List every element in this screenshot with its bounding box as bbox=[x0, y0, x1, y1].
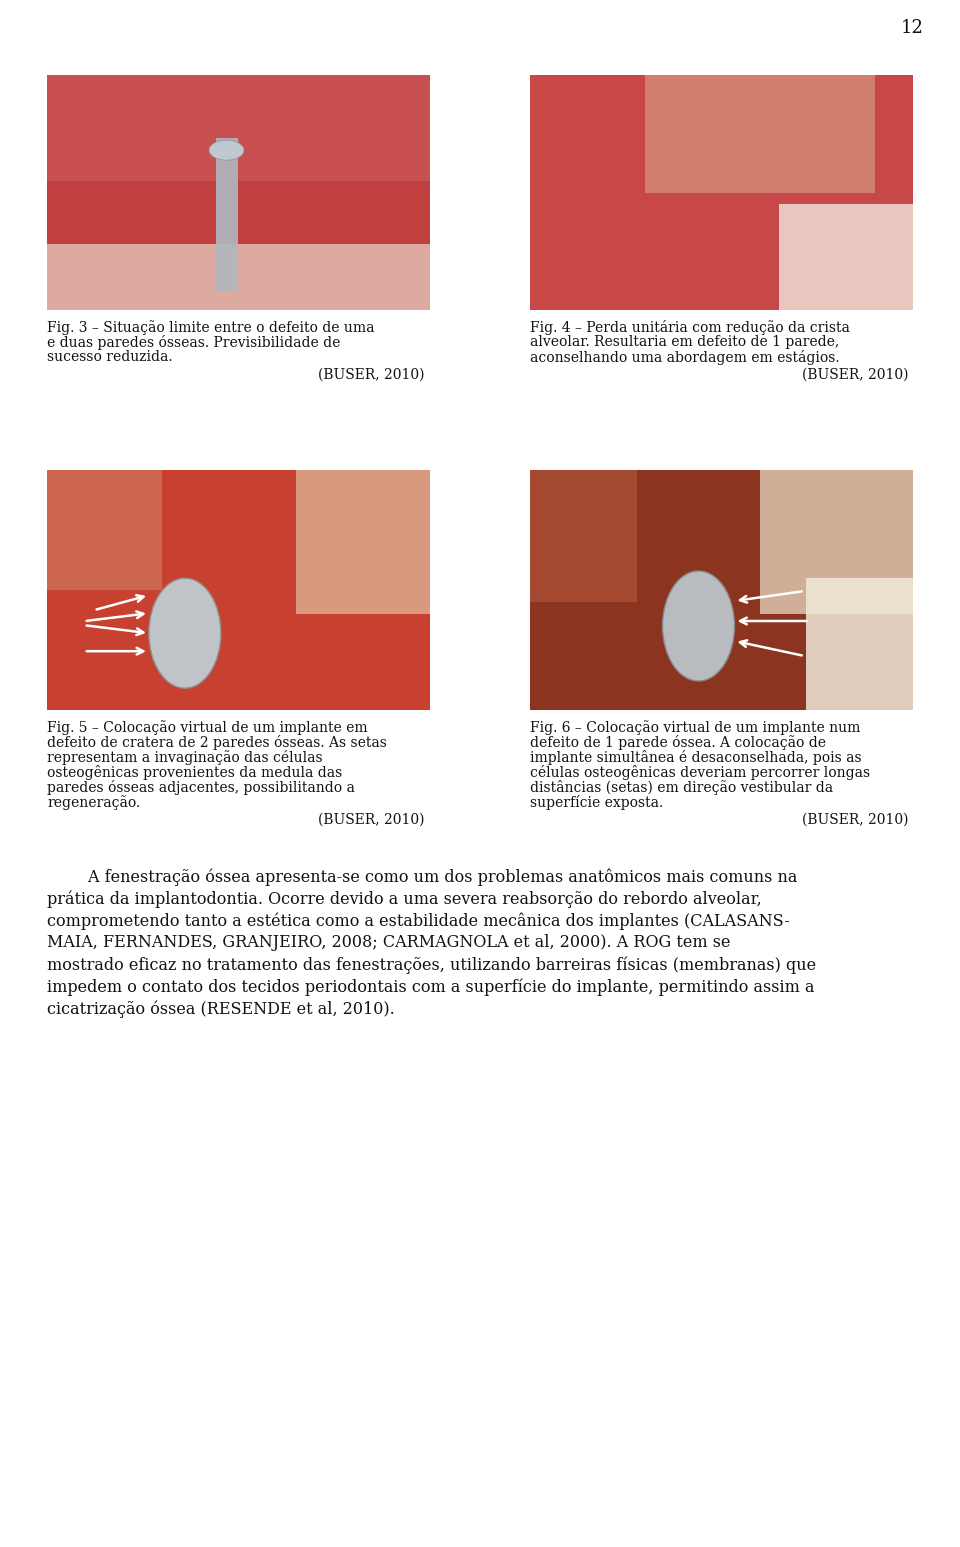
Bar bbox=[805, 579, 913, 710]
Bar bbox=[759, 470, 913, 614]
Text: (BUSER, 2010): (BUSER, 2010) bbox=[319, 814, 425, 828]
Text: prática da implantodontia. Ocorre devido a uma severa reabsorção do rebordo alve: prática da implantodontia. Ocorre devido… bbox=[47, 890, 761, 908]
Bar bbox=[645, 74, 875, 192]
Text: paredes ósseas adjacentes, possibilitando a: paredes ósseas adjacentes, possibilitand… bbox=[47, 780, 355, 795]
Text: distâncias (setas) em direção vestibular da: distâncias (setas) em direção vestibular… bbox=[530, 780, 833, 795]
Text: aconselhando uma abordagem em estágios.: aconselhando uma abordagem em estágios. bbox=[530, 350, 840, 365]
Ellipse shape bbox=[149, 579, 221, 688]
Bar bbox=[779, 204, 913, 309]
Bar bbox=[530, 74, 913, 309]
Text: Fig. 3 – Situação limite entre o defeito de uma: Fig. 3 – Situação limite entre o defeito… bbox=[47, 320, 374, 334]
Text: Fig. 4 – Perda unitária com redução da crista: Fig. 4 – Perda unitária com redução da c… bbox=[530, 320, 850, 336]
Text: células osteogênicas deveriam percorrer longas: células osteogênicas deveriam percorrer … bbox=[530, 766, 870, 780]
Ellipse shape bbox=[662, 571, 734, 681]
Bar bbox=[530, 470, 913, 710]
Text: representam a invaginação das células: representam a invaginação das células bbox=[47, 750, 323, 766]
Text: implante simultânea é desaconselhada, pois as: implante simultânea é desaconselhada, po… bbox=[530, 750, 862, 766]
Text: comprometendo tanto a estética como a estabilidade mecânica dos implantes (CALAS: comprometendo tanto a estética como a es… bbox=[47, 913, 790, 930]
Text: (BUSER, 2010): (BUSER, 2010) bbox=[802, 368, 908, 382]
Bar bbox=[47, 244, 430, 309]
Bar bbox=[47, 470, 162, 589]
Text: cicatrização óssea (RESENDE et al, 2010).: cicatrização óssea (RESENDE et al, 2010)… bbox=[47, 999, 395, 1018]
Text: alveolar. Resultaria em defeito de 1 parede,: alveolar. Resultaria em defeito de 1 par… bbox=[530, 336, 839, 350]
Text: defeito de cratera de 2 paredes ósseas. As setas: defeito de cratera de 2 paredes ósseas. … bbox=[47, 735, 387, 750]
Text: e duas paredes ósseas. Previsibilidade de: e duas paredes ósseas. Previsibilidade d… bbox=[47, 336, 341, 350]
Text: mostrado eficaz no tratamento das fenestrações, utilizando barreiras físicas (me: mostrado eficaz no tratamento das fenest… bbox=[47, 956, 816, 973]
Bar bbox=[530, 470, 637, 602]
Text: MAIA, FERNANDES, GRANJEIRO, 2008; CARMAGNOLA et al, 2000). A ROG tem se: MAIA, FERNANDES, GRANJEIRO, 2008; CARMAG… bbox=[47, 934, 731, 951]
Text: (BUSER, 2010): (BUSER, 2010) bbox=[319, 368, 425, 382]
Bar bbox=[296, 470, 430, 614]
Text: A fenestração óssea apresenta-se como um dos problemas anatômicos mais comuns na: A fenestração óssea apresenta-se como um… bbox=[47, 868, 798, 885]
Bar bbox=[215, 138, 237, 291]
Text: defeito de 1 parede óssea. A colocação de: defeito de 1 parede óssea. A colocação d… bbox=[530, 735, 826, 750]
Bar bbox=[47, 74, 430, 309]
Text: sucesso reduzida.: sucesso reduzida. bbox=[47, 350, 173, 364]
Text: (BUSER, 2010): (BUSER, 2010) bbox=[802, 814, 908, 828]
Bar bbox=[47, 470, 430, 710]
Text: impedem o contato dos tecidos periodontais com a superfície do implante, permiti: impedem o contato dos tecidos periodonta… bbox=[47, 978, 814, 996]
Text: 12: 12 bbox=[900, 19, 924, 37]
Text: Fig. 5 – Colocação virtual de um implante em: Fig. 5 – Colocação virtual de um implant… bbox=[47, 719, 368, 735]
Bar bbox=[47, 74, 430, 181]
Ellipse shape bbox=[209, 141, 244, 161]
Text: Fig. 6 – Colocação virtual de um implante num: Fig. 6 – Colocação virtual de um implant… bbox=[530, 719, 860, 735]
Text: osteogênicas provenientes da medula das: osteogênicas provenientes da medula das bbox=[47, 766, 343, 780]
Text: superfície exposta.: superfície exposta. bbox=[530, 795, 663, 811]
Text: regeneração.: regeneração. bbox=[47, 795, 140, 811]
